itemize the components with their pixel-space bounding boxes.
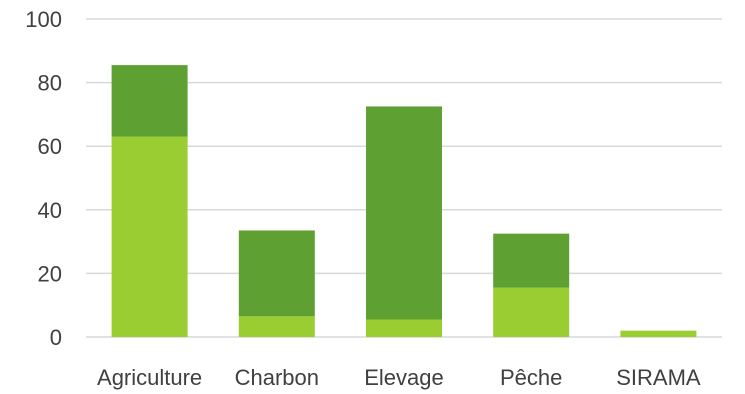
bar-segment-1: [493, 287, 570, 337]
y-tick-label: 40: [38, 198, 62, 223]
bar-segment-2: [238, 230, 315, 317]
x-tick-label: Pêche: [500, 365, 562, 390]
y-tick-label: 100: [25, 7, 62, 32]
x-tick-label: Agriculture: [97, 365, 202, 390]
y-tick-label: 20: [38, 261, 62, 286]
y-tick-label: 60: [38, 134, 62, 159]
bar-segment-1: [111, 136, 188, 337]
bars: [111, 65, 697, 337]
x-tick-label: Elevage: [364, 365, 444, 390]
x-tick-label: Charbon: [235, 365, 319, 390]
x-tick-label: SIRAMA: [616, 365, 701, 390]
x-axis-tick-labels: Agriculture Charbon Elevage Pêche SIRAMA: [97, 365, 701, 390]
bar-segment-2: [366, 106, 442, 320]
y-tick-label: 0: [50, 325, 62, 350]
bar-segment-1: [620, 330, 697, 337]
y-tick-label: 80: [38, 71, 62, 96]
bar-segment-1: [238, 316, 315, 337]
bar-segment-1: [366, 319, 442, 337]
bar-segment-2: [493, 233, 570, 288]
y-axis-tick-labels: 0 20 40 60 80 100: [25, 7, 62, 350]
bar-segment-2: [111, 65, 188, 137]
